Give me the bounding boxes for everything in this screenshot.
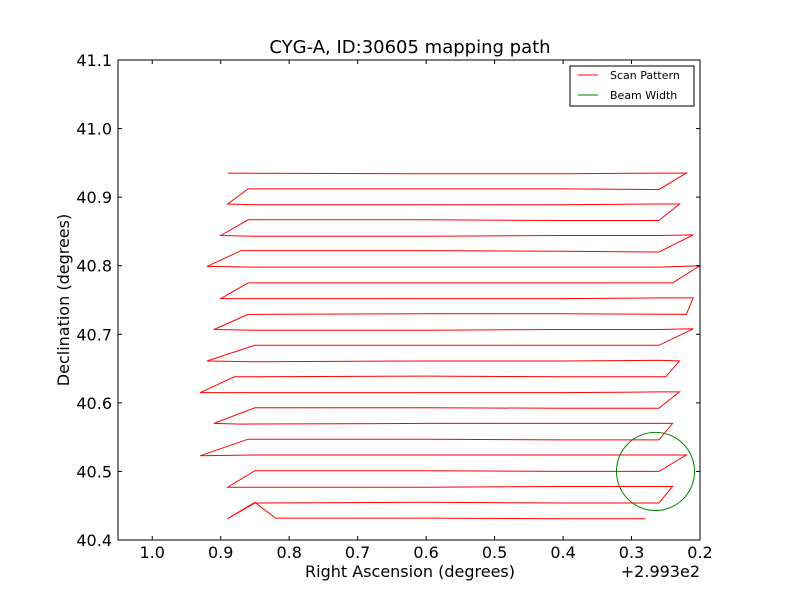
y-axis: 40.4 40.5 40.6 40.7 40.8 40.9 41.0 41.1 [76,51,700,550]
y-axis-label: Declination (degrees) [54,214,73,386]
x-tick-label: 0.9 [208,543,233,562]
y-tick-label: 40.9 [76,188,112,207]
y-tick-label: 40.6 [76,394,112,413]
legend: Scan Pattern Beam Width [569,65,695,107]
chart-title: CYG-A, ID:30605 mapping path [269,37,550,58]
x-tick-label: 0.4 [550,543,575,562]
x-tick-label: 0.5 [482,543,507,562]
y-tick-label: 40.7 [76,325,112,344]
x-tick-label: 0.3 [619,543,644,562]
y-tick-label: 40.8 [76,257,112,276]
beam-width-circle [615,431,696,512]
y-tick-label: 41.1 [76,51,112,70]
x-axis: 1.0 0.9 0.8 0.7 0.6 0.5 0.4 0.3 0.2 [140,60,713,562]
legend-label-scan-pattern: Scan Pattern [610,69,680,82]
plot-frame [117,59,701,541]
scan-pattern-line [199,172,700,520]
y-tick-label: 41.0 [76,120,112,139]
x-tick-label: 0.6 [413,543,438,562]
x-axis-offset-label: +2.993e2 [621,562,700,581]
plot-area [199,172,700,520]
x-tick-label: 1.0 [140,543,165,562]
y-tick-label: 40.5 [76,462,112,481]
legend-box [569,65,695,107]
x-tick-label: 0.2 [687,543,712,562]
y-tick-label: 40.4 [76,531,112,550]
legend-label-beam-width: Beam Width [610,89,677,102]
x-axis-label: Right Ascension (degrees) [305,562,515,581]
x-tick-label: 0.8 [276,543,301,562]
x-tick-label: 0.7 [345,543,370,562]
